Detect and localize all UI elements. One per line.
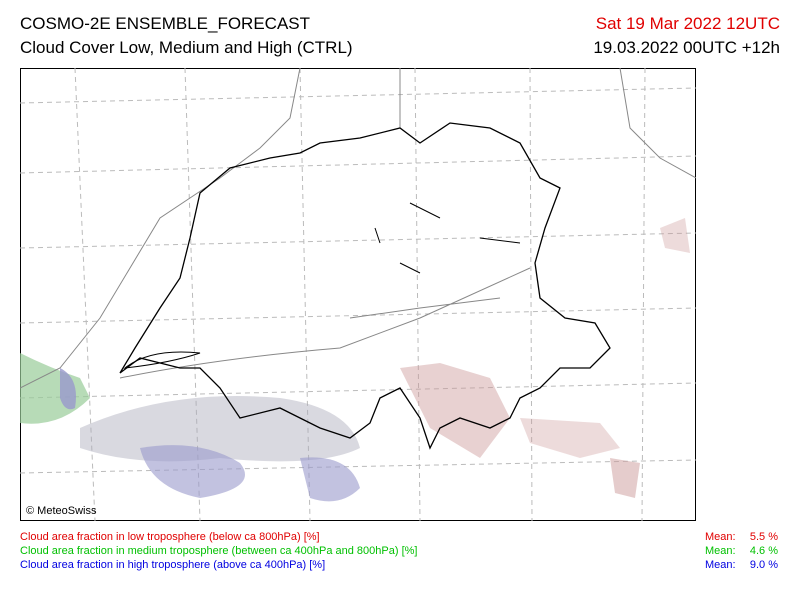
borders (20, 68, 696, 389)
mean-value: 4.6 % (749, 545, 778, 557)
mean-value: 5.5 % (749, 531, 778, 543)
lakes (123, 202, 521, 369)
title: COSMO-2E ENSEMBLE_FORECAST (20, 14, 311, 33)
copyright: © MeteoSwiss (26, 505, 97, 517)
legend-text: Cloud area fraction in low troposphere (… (20, 531, 320, 543)
map-frame (20, 68, 696, 521)
legend-text: Cloud area fraction in medium tropospher… (20, 545, 418, 557)
mean-value: 9.0 % (749, 559, 778, 571)
map: © MeteoSwiss (20, 68, 696, 521)
legend-text: Cloud area fraction in high troposphere … (20, 559, 326, 571)
mean-label: Mean: (705, 531, 736, 543)
swiss-border (119, 122, 611, 450)
graticule (20, 68, 696, 521)
run-time: 19.03.2022 00UTC +12h (593, 38, 780, 57)
mean-label: Mean: (705, 545, 736, 557)
mean-label: Mean: (705, 559, 736, 571)
valid-time: Sat 19 Mar 2022 12UTC (595, 14, 780, 33)
subtitle: Cloud Cover Low, Medium and High (CTRL) (20, 38, 353, 57)
